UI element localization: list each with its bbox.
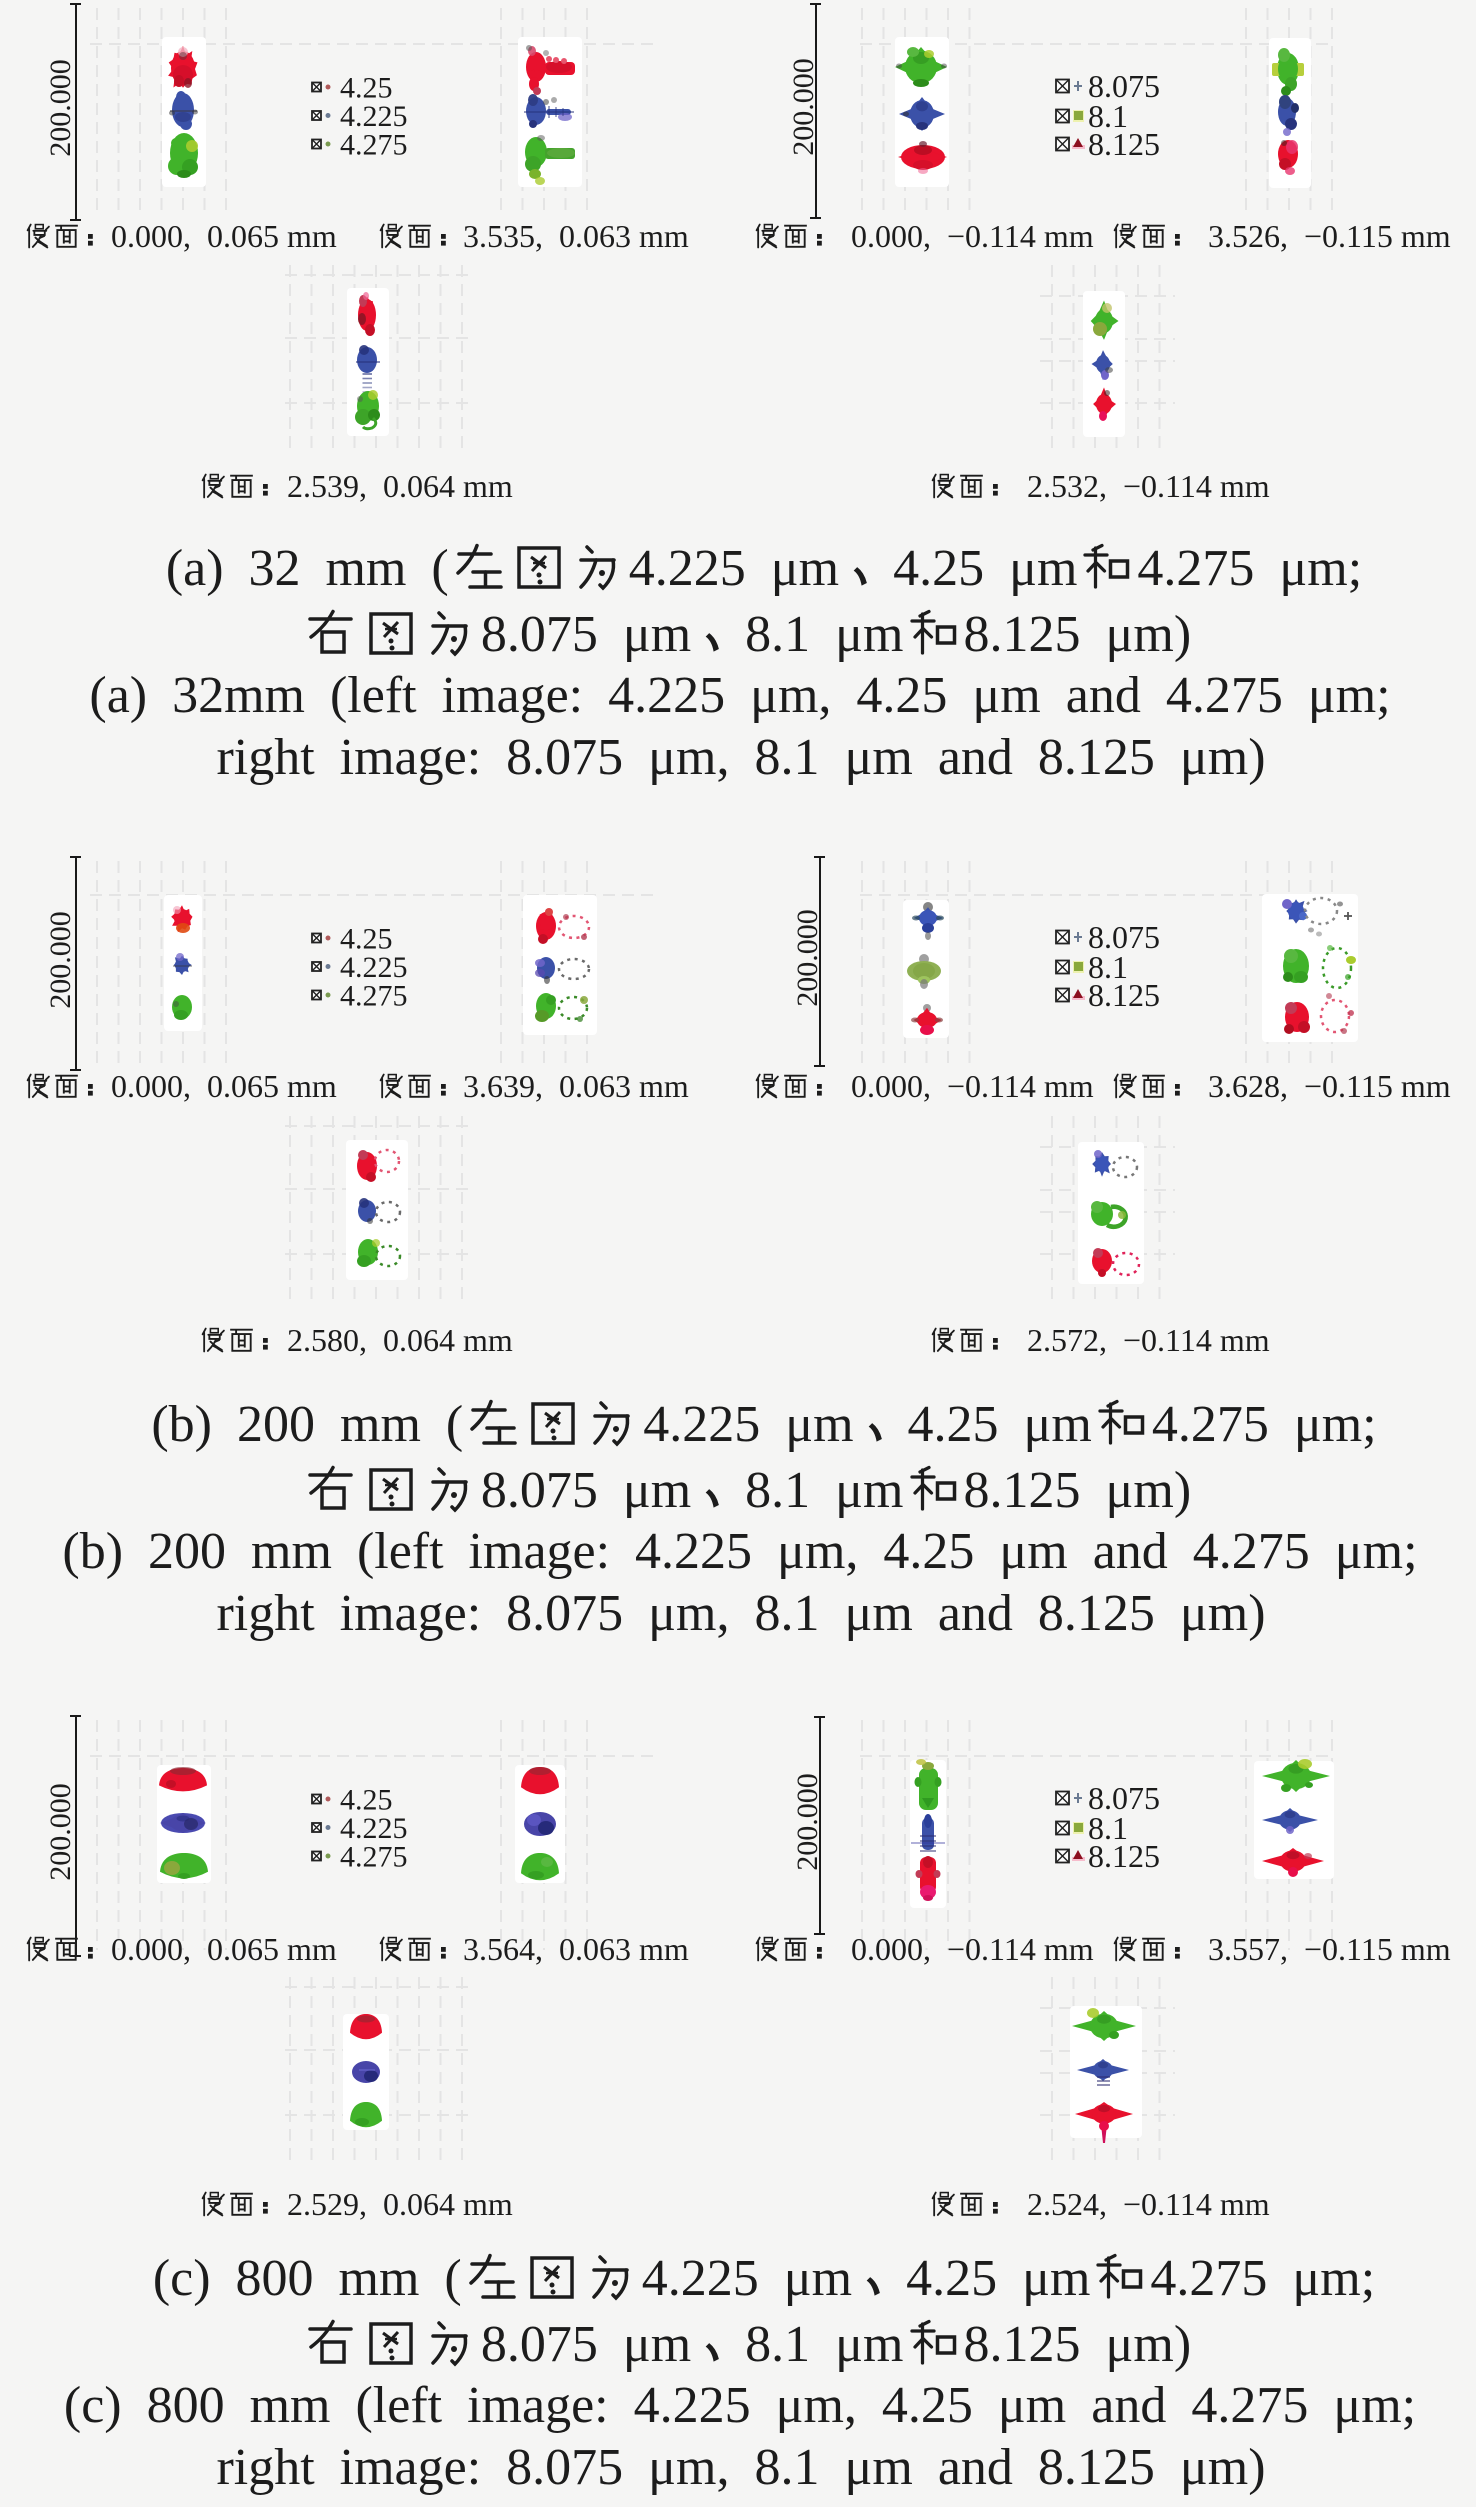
svg-text:4.275: 4.275 [340,128,408,161]
svg-text:4.275: 4.275 [340,1840,408,1873]
svg-text:4.225: 4.225 [340,951,408,984]
svg-text:8.075: 8.075 [1088,68,1160,104]
svg-text:8.125: 8.125 [1088,1838,1160,1874]
svg-text:8.1: 8.1 [1088,949,1128,985]
svg-text:8.075: 8.075 [1088,919,1160,955]
svg-text:200.000: 200.000 [791,909,824,1007]
svg-text:8.125: 8.125 [1088,977,1160,1013]
svg-text:4.25: 4.25 [340,922,393,955]
svg-text:8.125: 8.125 [1088,126,1160,162]
svg-text:4.25: 4.25 [340,1783,393,1816]
svg-text:4.225: 4.225 [340,1812,408,1845]
svg-text:200.000: 200.000 [44,59,77,157]
svg-text:200.000: 200.000 [791,1773,824,1871]
svg-text:8.1: 8.1 [1088,98,1128,134]
svg-text:4.25: 4.25 [340,71,393,104]
svg-text:200.000: 200.000 [44,911,77,1009]
svg-text:200.000: 200.000 [787,58,820,156]
svg-text:8.1: 8.1 [1088,1810,1128,1846]
svg-text:200.000: 200.000 [44,1783,77,1881]
svg-text:8.075: 8.075 [1088,1780,1160,1816]
svg-text:4.225: 4.225 [340,100,408,133]
svg-text:4.275: 4.275 [340,979,408,1012]
